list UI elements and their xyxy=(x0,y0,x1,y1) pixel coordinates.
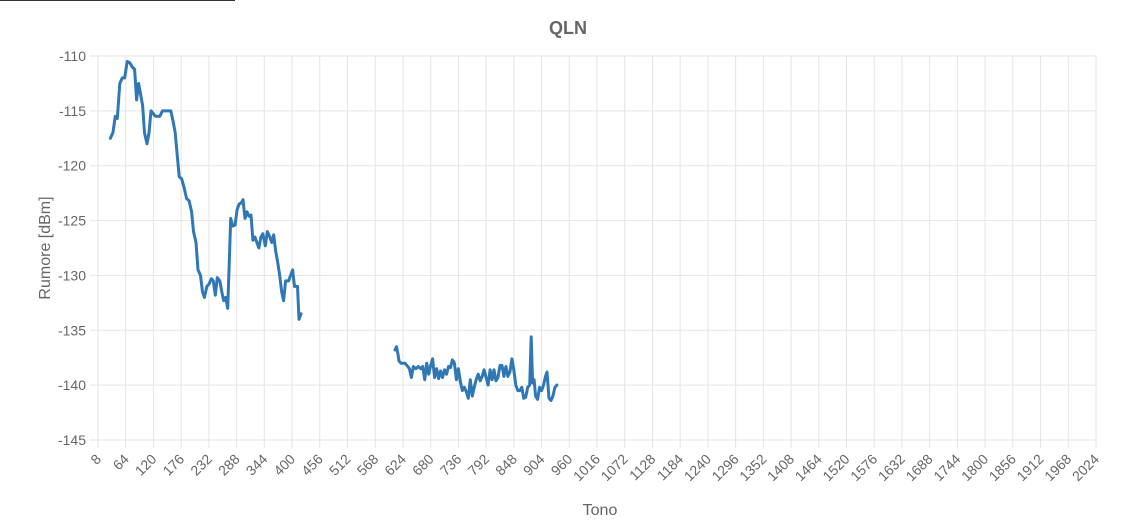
x-tick-label: 1856 xyxy=(986,451,1019,484)
series-lines xyxy=(108,60,559,402)
x-tick-label: 1464 xyxy=(792,451,825,484)
x-axis-title: Tono xyxy=(583,502,618,519)
x-tick-label: 1520 xyxy=(819,451,852,484)
y-tick-label: -145 xyxy=(58,432,86,448)
y-tick-label: -125 xyxy=(58,213,86,229)
x-tick-label: 792 xyxy=(464,451,492,479)
y-tick-label: -130 xyxy=(58,267,86,283)
x-tick-label: 680 xyxy=(409,451,437,479)
x-tick-label: 1688 xyxy=(902,451,935,484)
x-tick-label: 64 xyxy=(110,451,132,473)
x-tick-labels: 8 64 120 176 232 288 344 400 456 512 568 624 680 736 7… xyxy=(87,451,1102,484)
y-tick-label: -115 xyxy=(59,103,86,119)
x-tick-label: 176 xyxy=(159,451,187,479)
x-tick-label: 1352 xyxy=(736,451,769,484)
x-tick-label: 736 xyxy=(437,451,465,479)
x-tick-label: 1240 xyxy=(681,451,714,484)
top-rule xyxy=(0,0,235,1)
y-tick-label: -110 xyxy=(59,48,86,64)
y-axis-title: Rumore [dBm] xyxy=(37,196,54,299)
x-tick-label: 512 xyxy=(326,451,354,479)
x-tick-label: 1128 xyxy=(626,451,659,484)
grid-lines xyxy=(90,55,1097,448)
x-tick-label: 232 xyxy=(187,451,215,479)
x-tick-label: 568 xyxy=(354,451,382,479)
x-tick-label: 1800 xyxy=(958,451,991,484)
y-tick-label: -140 xyxy=(58,377,86,393)
x-tick-label: 344 xyxy=(243,451,271,479)
x-tick-label: 1016 xyxy=(570,451,603,484)
chart-title: QLN xyxy=(549,18,587,38)
x-tick-label: 904 xyxy=(520,451,548,479)
x-tick-label: 8 xyxy=(87,451,104,468)
x-tick-label: 1744 xyxy=(930,451,963,484)
series-line-segment xyxy=(108,60,303,321)
x-tick-label: 1296 xyxy=(708,451,741,484)
x-tick-label: 1184 xyxy=(654,451,687,484)
x-tick-label: 1968 xyxy=(1041,451,1074,484)
x-tick-label: 1912 xyxy=(1013,451,1046,484)
y-tick-labels: -110 -115 -120 -125 -130 -135 -140 -145 xyxy=(58,48,86,448)
x-tick-label: 400 xyxy=(270,451,298,479)
x-tick-label: 1408 xyxy=(764,451,797,484)
x-tick-label: 848 xyxy=(492,451,520,479)
x-tick-label: 2024 xyxy=(1069,451,1102,484)
x-tick-label: 1632 xyxy=(875,451,908,484)
x-tick-label: 1576 xyxy=(847,451,880,484)
y-tick-label: -135 xyxy=(58,322,86,338)
x-tick-label: 456 xyxy=(298,451,326,479)
x-tick-label: 288 xyxy=(215,451,243,479)
x-tick-label: 1072 xyxy=(597,451,630,484)
series-line-segment xyxy=(393,335,559,402)
x-tick-label: 120 xyxy=(132,451,160,479)
x-tick-label: 624 xyxy=(381,451,409,479)
y-tick-label: -120 xyxy=(58,158,86,174)
